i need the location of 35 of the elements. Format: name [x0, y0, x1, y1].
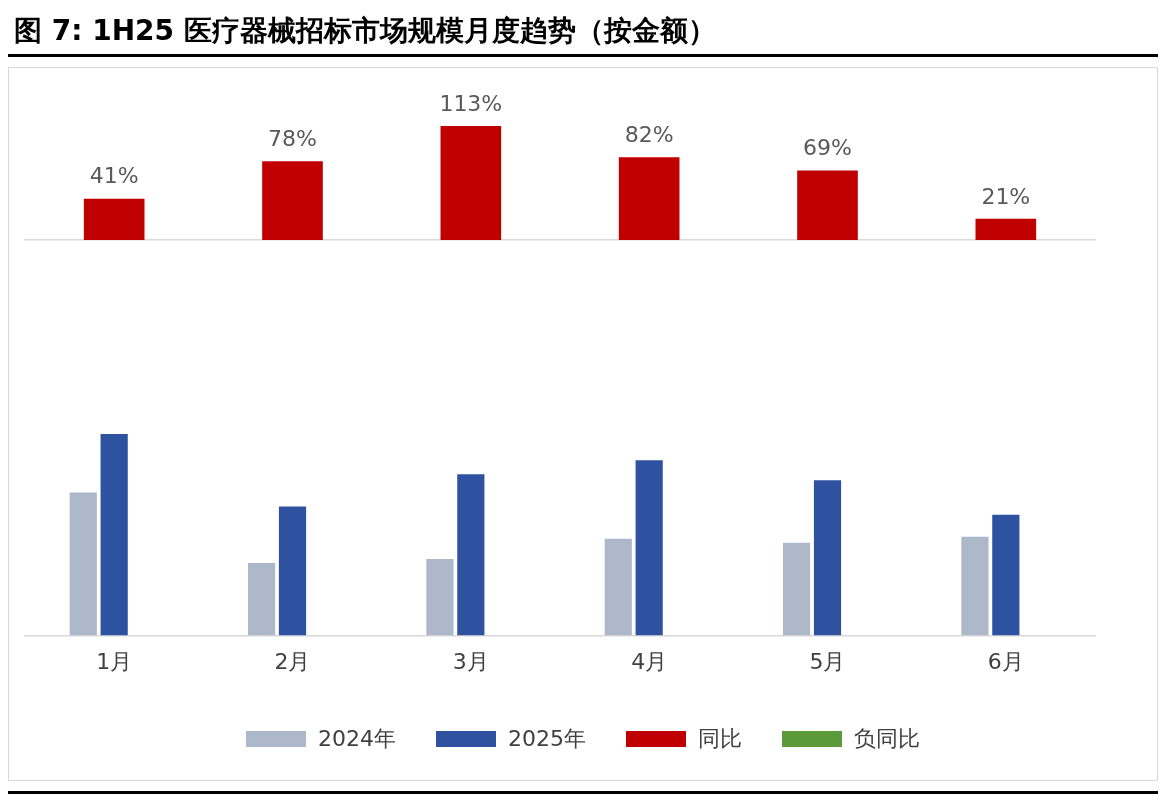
data-label: 41% — [89, 163, 139, 189]
bar — [100, 434, 128, 636]
legend-label: 2025年 — [508, 725, 586, 753]
chart-title: 图 7: 1H25 医疗器械招标市场规模月度趋势（按金额） — [8, 8, 1158, 57]
data-label: 82% — [624, 122, 674, 148]
bar — [247, 563, 276, 636]
x-tick-label: 6月 — [987, 648, 1024, 674]
bar — [961, 536, 989, 636]
x-tick-label: 2月 — [274, 648, 311, 674]
x-tick-label: 3月 — [452, 648, 489, 674]
legend-label: 负同比 — [854, 725, 920, 753]
x-tick-label: 5月 — [809, 648, 846, 674]
bar — [992, 514, 1020, 636]
bar — [782, 542, 811, 636]
data-label: 113% — [439, 90, 503, 116]
bar — [635, 460, 663, 636]
bar — [426, 558, 454, 636]
legend-label: 2024年 — [318, 725, 396, 753]
bar — [262, 161, 323, 240]
data-label: 69% — [803, 135, 852, 161]
bar — [975, 218, 1037, 240]
data-label: 78% — [268, 126, 317, 152]
bar — [604, 538, 632, 636]
bar — [83, 198, 145, 240]
bar — [440, 126, 502, 240]
bar — [618, 157, 680, 240]
bar — [69, 492, 97, 636]
bar — [278, 506, 307, 636]
x-tick-label: 1月 — [96, 648, 133, 674]
bar — [797, 170, 858, 240]
bar — [813, 480, 842, 636]
legend-label: 同比 — [698, 725, 742, 753]
x-tick-label: 4月 — [631, 648, 668, 674]
bar — [457, 474, 485, 636]
data-label: 21% — [981, 183, 1031, 209]
